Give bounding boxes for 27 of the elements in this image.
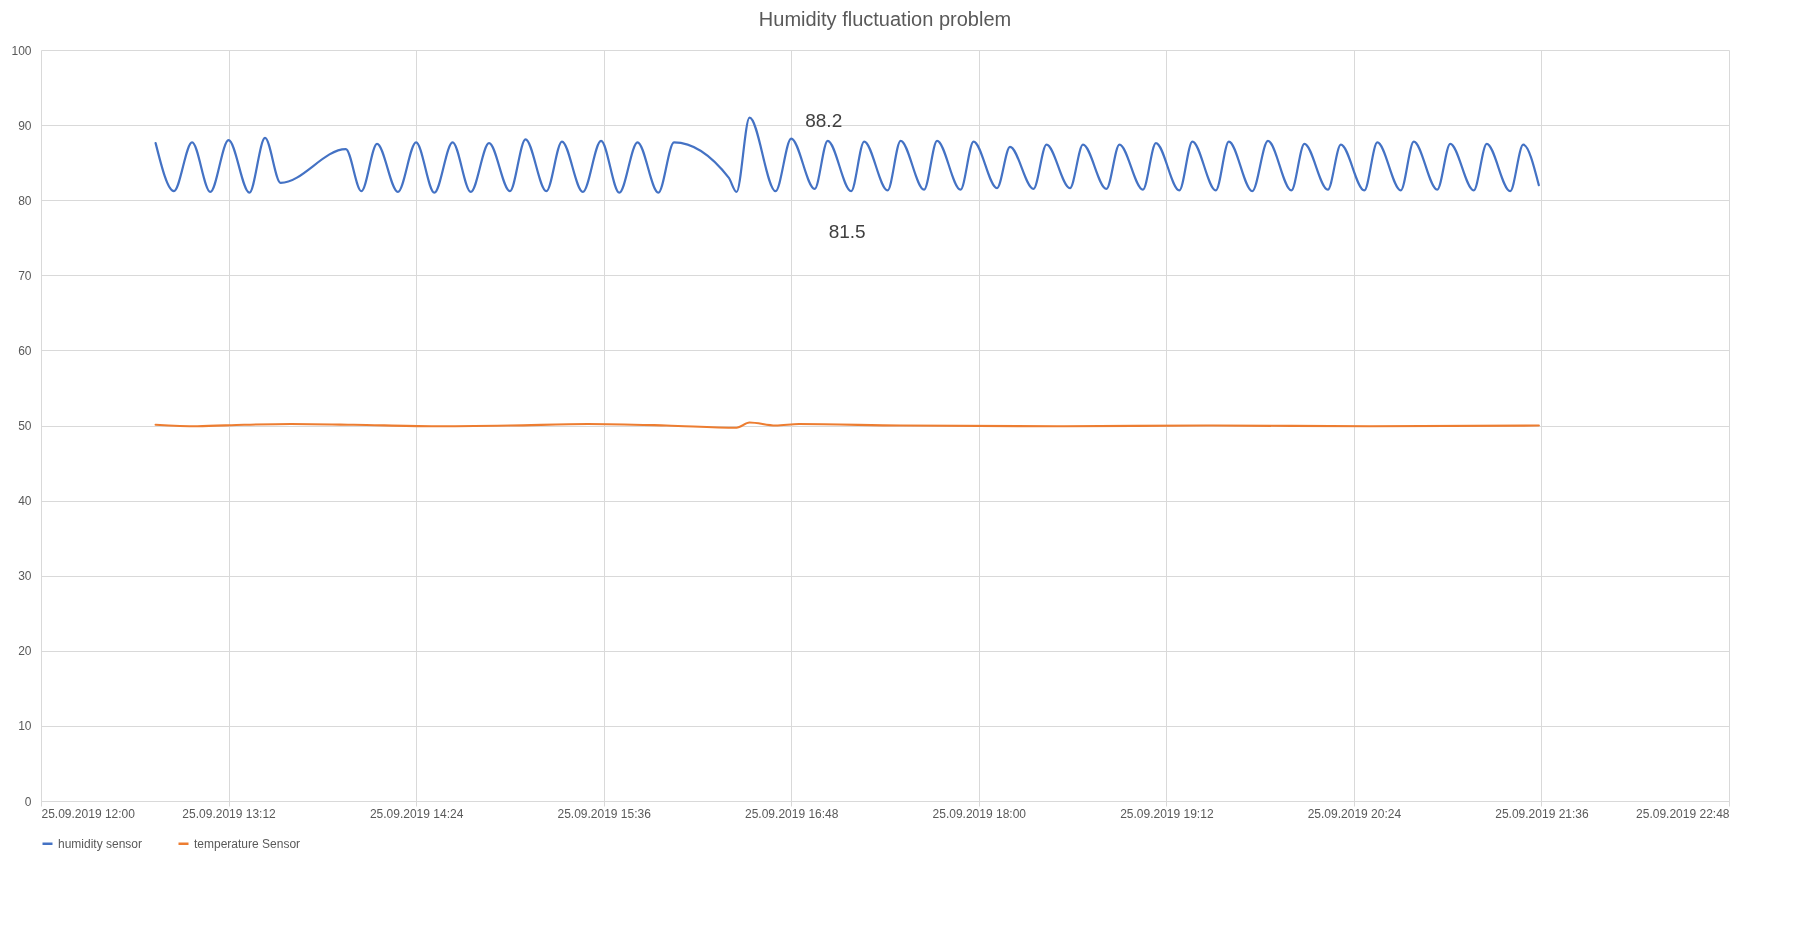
x-tick-label: 25.09.2019 14:24 xyxy=(369,806,464,821)
y-tick-label: 50 xyxy=(18,419,32,433)
x-tick-label: 25.09.2019 19:12 xyxy=(1120,806,1214,821)
y-tick-label: 60 xyxy=(18,343,32,358)
annotation: 81.5 xyxy=(828,220,866,242)
y-tick-label: 40 xyxy=(18,494,32,509)
y-tick-label: 10 xyxy=(18,719,32,734)
y-tick-label: 100 xyxy=(11,43,32,58)
line-series xyxy=(154,116,1540,194)
y-tick-label: 30 xyxy=(18,569,32,584)
x-tick-label: 25.09.2019 20:24 xyxy=(1307,806,1402,821)
x-tick-label: 25.09.2019 21:36 xyxy=(1495,806,1589,821)
chart-title: Humidity fluctuation problem xyxy=(758,8,1012,30)
x-tick-label: 25.09.2019 13:12 xyxy=(182,806,277,821)
x-tick-label: 25.09.2019 18:00 xyxy=(932,806,1027,821)
y-tick-label: 0 xyxy=(24,794,32,809)
y-tick-label: 20 xyxy=(18,644,32,659)
annotation: 88.2 xyxy=(805,109,843,131)
x-tick-label: 25.09.2019 16:48 xyxy=(745,806,839,821)
y-tick-label: 90 xyxy=(18,118,32,133)
x-tick-label: 25.09.2019 22:48 xyxy=(1636,806,1730,821)
legend-label: temperature Sensor xyxy=(194,836,301,851)
x-tick-label: 25.09.2019 15:36 xyxy=(557,806,652,821)
y-tick-label: 70 xyxy=(18,268,32,283)
legend-label: humidity sensor xyxy=(58,836,143,851)
x-tick-label: 25.09.2019 12:00 xyxy=(41,806,136,821)
y-tick-label: 80 xyxy=(18,193,32,208)
